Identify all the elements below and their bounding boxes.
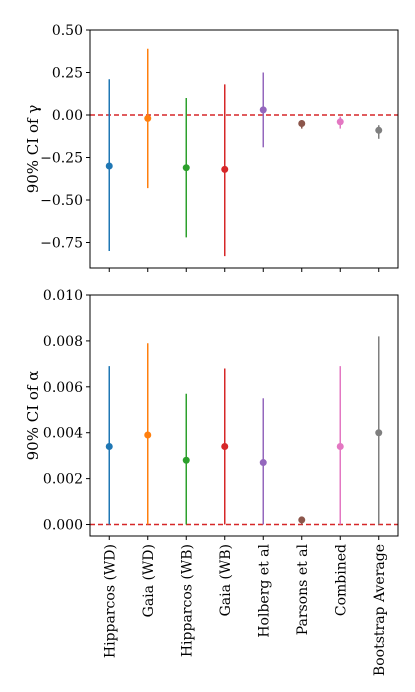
point-7 bbox=[336, 118, 344, 126]
y-tick-label: 0.50 bbox=[52, 23, 83, 39]
point-8 bbox=[375, 429, 383, 437]
y-tick-label: −0.25 bbox=[40, 151, 83, 167]
y-tick-label: 0.010 bbox=[43, 288, 83, 304]
y-tick-label: −0.75 bbox=[40, 236, 83, 252]
y-tick-label: 0.002 bbox=[43, 472, 83, 488]
category-label: Gaia (WB) bbox=[218, 544, 234, 616]
y-tick-label: 0.006 bbox=[43, 380, 83, 396]
point-6 bbox=[298, 516, 306, 524]
y-tick-label: −0.50 bbox=[40, 193, 83, 209]
y-tick-label: 0.008 bbox=[43, 334, 83, 350]
y-tick-label: 0.00 bbox=[52, 108, 83, 124]
y-axis-label: 90% CI of γ bbox=[24, 105, 42, 194]
point-7 bbox=[336, 442, 344, 450]
point-8 bbox=[375, 126, 383, 134]
point-3 bbox=[182, 164, 190, 172]
point-5 bbox=[259, 459, 267, 467]
point-1 bbox=[105, 162, 113, 170]
point-4 bbox=[221, 165, 229, 173]
category-label: Hipparcos (WD) bbox=[102, 544, 118, 658]
category-label: Holberg et al bbox=[256, 543, 272, 637]
category-label: Combined bbox=[333, 544, 349, 616]
point-3 bbox=[182, 456, 190, 464]
y-tick-label: 0.25 bbox=[52, 66, 83, 82]
panel-1: 0.50 0.25 0.00 −0.25 −0.50 −0.75 90% CI of γ bbox=[24, 23, 399, 272]
point-2 bbox=[144, 431, 152, 439]
point-1 bbox=[105, 442, 113, 450]
y-tick-label: 0.000 bbox=[43, 518, 83, 534]
category-label: Hipparcos (WB) bbox=[179, 544, 195, 657]
y-axis-label: 90% CI of α bbox=[24, 371, 42, 461]
point-4 bbox=[221, 442, 229, 450]
category-label: Parsons et al bbox=[295, 543, 311, 635]
panel-2: 0.010 0.008 0.006 0.004 0.002 0.000 90% CI of … bbox=[24, 288, 399, 676]
point-6 bbox=[298, 120, 306, 127]
category-label: Bootstrap Average bbox=[372, 544, 388, 676]
y-tick-label: 0.004 bbox=[43, 426, 83, 442]
category-label: Gaia (WD) bbox=[141, 544, 157, 617]
axes-frame bbox=[89, 294, 399, 537]
point-2 bbox=[144, 114, 152, 122]
point-5 bbox=[259, 106, 267, 114]
axes-frame bbox=[89, 29, 399, 269]
